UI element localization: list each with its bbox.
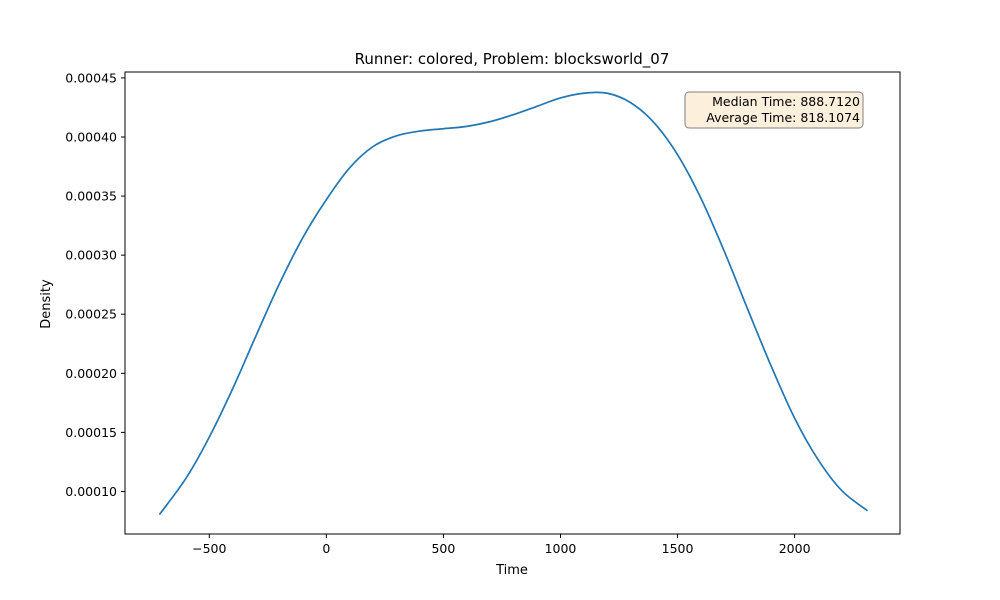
y-tick-label: 0.00025	[65, 307, 117, 322]
y-tick-label: 0.00020	[65, 366, 117, 381]
y-tick-label: 0.00040	[65, 129, 117, 144]
plot-area	[159, 91, 868, 515]
plot-frame	[124, 71, 901, 535]
density-line	[159, 91, 868, 515]
x-tick-label: 2000	[779, 541, 811, 556]
average-time-text: Average Time: 818.1074	[706, 110, 860, 125]
y-axis-label: Density	[39, 279, 54, 329]
chart-title: Runner: colored, Problem: blocksworld_07	[355, 50, 670, 69]
y-tick-label: 0.00010	[65, 484, 117, 499]
y-tick-label: 0.00015	[65, 425, 117, 440]
y-tick-label: 0.00035	[65, 189, 117, 204]
y-tick-label: 0.00030	[65, 248, 117, 263]
x-tick-label: −500	[192, 541, 226, 556]
y-tick-label: 0.00045	[65, 70, 117, 85]
x-axis-label: Time	[495, 563, 528, 578]
x-tick-label: 1500	[662, 541, 694, 556]
x-tick-label: 1000	[545, 541, 577, 556]
x-tick-label: 500	[431, 541, 455, 556]
x-tick-label: 0	[322, 541, 330, 556]
annotation-box	[684, 91, 864, 129]
median-time-text: Median Time: 888.7120	[712, 94, 860, 109]
